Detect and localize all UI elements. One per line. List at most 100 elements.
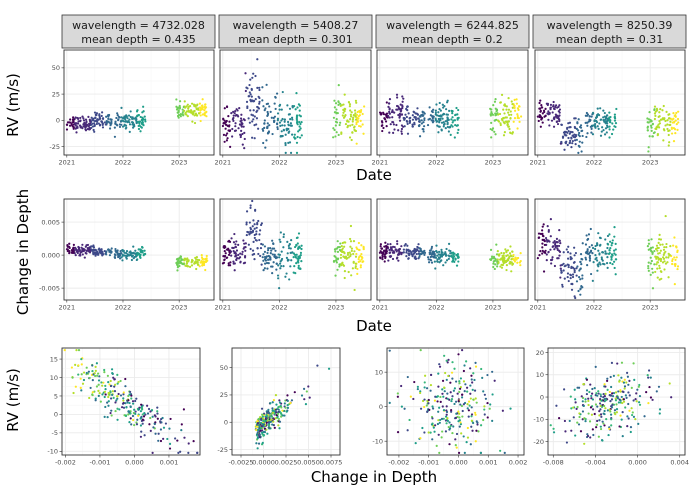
rv-depth-panel-3-point bbox=[472, 421, 475, 425]
rv-depth-panel-4-point bbox=[635, 392, 638, 395]
rv-date-panel-3-point bbox=[395, 93, 399, 96]
depth-date-panel-3-point bbox=[436, 260, 439, 263]
rv-depth-panel-2-point bbox=[262, 430, 265, 434]
depth-date-panel-3-point bbox=[437, 253, 440, 256]
rv-depth-panel-2-point bbox=[278, 401, 282, 404]
rv-depth-panel-4-point bbox=[634, 398, 637, 401]
rv-depth-panel-1-point bbox=[134, 410, 137, 413]
rv-date-panel-3-point bbox=[422, 130, 425, 133]
depth-date-panel-3-point bbox=[502, 256, 505, 259]
rv-depth-panel-4-point bbox=[647, 376, 650, 379]
rv-date-panel-1-point bbox=[66, 121, 70, 124]
depth-date-panel-2-point bbox=[360, 244, 363, 247]
depth-date-panel-4-point bbox=[589, 227, 592, 231]
depth-date-panel-4-point bbox=[598, 244, 602, 247]
depth-date-panel-3-point bbox=[430, 247, 433, 250]
rv-depth-panel-2-point bbox=[271, 423, 274, 426]
rv-depth-panel-1-point bbox=[108, 383, 111, 386]
rv-depth-panel-4-point bbox=[638, 401, 641, 404]
rv-date-panel-4-point bbox=[599, 134, 603, 137]
rv-date-panel-2-point bbox=[232, 116, 235, 120]
depth-date-panel-1-point bbox=[108, 254, 112, 257]
depth-date-panel-1-point bbox=[198, 259, 201, 262]
depth-date-panel-1-point bbox=[197, 263, 200, 266]
rv-depth-panel-1-point bbox=[127, 410, 130, 413]
rv-depth-panel-3-xtick-label: 0.001 bbox=[479, 459, 498, 467]
rv-date-panel-3-point bbox=[502, 108, 505, 111]
depth-date-panel-2-point bbox=[226, 256, 229, 259]
rv-depth-panel-1-point bbox=[96, 374, 99, 377]
depth-date-panel-2-border bbox=[219, 198, 372, 301]
rv-depth-panel-2-point bbox=[255, 428, 258, 431]
rv-depth-panel-2-point bbox=[307, 385, 310, 388]
rv-depth-panel-1-point bbox=[111, 371, 114, 375]
depth-date-panel-3-point bbox=[415, 249, 418, 253]
depth-date-panel-3-point bbox=[428, 261, 431, 264]
rv-depth-panel-2-point bbox=[269, 402, 272, 405]
rv-date-panel-4-point bbox=[647, 146, 650, 149]
rv-date-panel-2-point bbox=[353, 109, 357, 112]
depth-date-panel-4-point bbox=[573, 261, 576, 264]
rv-depth-panel-3-border bbox=[386, 347, 525, 456]
rv-depth-panel-2-point bbox=[303, 398, 306, 401]
rv-date-panel-1-ytick-label: -25 bbox=[49, 143, 60, 151]
depth-date-panel-4-point bbox=[547, 229, 550, 232]
facet-3-depth: mean depth = 0.2 bbox=[402, 33, 502, 46]
rv-depth-panel-3-point bbox=[453, 387, 456, 390]
rv-date-panel-2-point bbox=[237, 127, 240, 130]
rv-date-panel-3-point bbox=[490, 121, 493, 124]
rv-date-panel-1-point bbox=[187, 109, 190, 112]
depth-date-panel-3-point bbox=[516, 256, 519, 260]
depth-date-panel-1-point bbox=[114, 254, 117, 257]
depth-date-panel-4-point bbox=[651, 287, 655, 290]
rv-date-panel-2-point bbox=[261, 127, 264, 131]
rv-date-panel-1-point bbox=[201, 106, 204, 109]
rv-depth-panel-1-point bbox=[157, 439, 160, 442]
depth-date-panel-2-point bbox=[223, 244, 226, 248]
depth-date-panel-3-point bbox=[389, 246, 393, 249]
rv-date-panel-3-point bbox=[420, 119, 423, 122]
depth-date-panel-4-point bbox=[651, 271, 654, 274]
depth-date-panel-1-point bbox=[103, 249, 106, 253]
rv-depth-panel-1-point bbox=[122, 393, 125, 396]
depth-date-panel-4-point bbox=[671, 259, 674, 263]
rv-date-panel-1-point bbox=[124, 119, 128, 123]
depth-date-panel-3-point bbox=[379, 257, 382, 260]
depth-date-panel-1-point bbox=[138, 253, 141, 256]
depth-date-panel-4-point bbox=[658, 278, 661, 281]
rv-depth-panel-3-point bbox=[467, 415, 470, 418]
rv-depth-panel-4-point bbox=[637, 385, 640, 388]
rv-date-panel-3-point bbox=[393, 128, 396, 131]
depth-date-panel-1-point bbox=[123, 251, 126, 254]
rv-depth-panel-4-point bbox=[611, 403, 614, 406]
depth-date-panel-4-point bbox=[569, 252, 572, 255]
depth-date-panel-4-point bbox=[541, 246, 544, 249]
depth-date-panel-2-point bbox=[244, 246, 247, 249]
depth-date-panel-2-point bbox=[339, 242, 342, 245]
rv-depth-panel-1-point bbox=[113, 378, 116, 381]
rv-date-panel-3-point bbox=[509, 110, 512, 113]
depth-date-panel-4-point bbox=[587, 237, 590, 241]
rv-depth-panel-4-point bbox=[647, 402, 650, 405]
depth-date-panel-2-point bbox=[284, 275, 287, 278]
rv-depth-panel-3-point bbox=[466, 390, 469, 393]
depth-date-panel-4-point bbox=[537, 232, 541, 235]
rv-date-panel-4-point bbox=[666, 127, 669, 131]
rv-depth-panel-1-point bbox=[79, 377, 82, 380]
rv-depth-panel-3-point bbox=[408, 418, 411, 422]
rv-date-panel-4-point bbox=[567, 130, 570, 133]
rv-depth-panel-3-point bbox=[471, 388, 474, 391]
depth-date-panel-1-point bbox=[68, 252, 71, 255]
rv-depth-panel-4-border bbox=[547, 347, 686, 456]
rv-depth-panel-3-point bbox=[429, 431, 432, 434]
rv-date-panel-2-point bbox=[250, 95, 253, 98]
rv-depth-panel-2-point bbox=[268, 416, 271, 419]
depth-date-panel-2-point bbox=[362, 246, 365, 249]
rv-depth-panel-3-point bbox=[458, 380, 461, 383]
depth-date-panel-2-point bbox=[349, 224, 353, 228]
depth-date-panel-3-point bbox=[418, 255, 421, 258]
rv-depth-panel-3-point bbox=[445, 413, 448, 416]
rv-date-panel-4-point bbox=[608, 120, 611, 124]
rv-date-panel-1-point bbox=[200, 104, 203, 107]
rv-date-panel-1-point bbox=[101, 126, 105, 129]
